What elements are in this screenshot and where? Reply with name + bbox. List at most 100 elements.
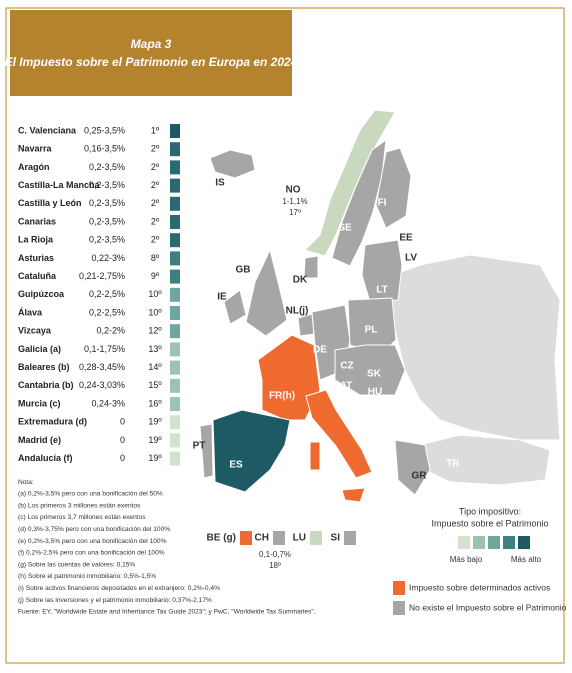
note: (i) Sobre activos financieros depositado…	[18, 585, 220, 592]
great-britain	[245, 248, 288, 337]
map	[199, 109, 561, 503]
rank: 16º	[148, 398, 162, 408]
tax-rate: 0,28-3,45%	[79, 362, 125, 372]
tax-rate: 0	[120, 435, 125, 445]
rank-swatch	[170, 233, 180, 248]
country-label: EE	[399, 233, 413, 244]
region-name: Guipúzcoa	[18, 289, 65, 299]
region-name: Andalucía (f)	[18, 453, 73, 463]
country-label: AT	[340, 381, 353, 392]
country-label: IT(i)	[333, 474, 351, 485]
italy	[305, 389, 373, 479]
rank-swatch	[170, 378, 180, 393]
country-label: DK	[293, 275, 308, 286]
region-name: Asturias	[18, 253, 54, 263]
header-box	[10, 10, 292, 96]
tax-rate: 0,2-3,5%	[89, 198, 125, 208]
note: (c) Los primeros 3,7 millones están exen…	[18, 514, 146, 521]
baltics	[361, 239, 403, 303]
legend-swatch	[393, 601, 405, 615]
rank-swatch	[170, 196, 180, 211]
country-label: ES	[229, 460, 243, 471]
portugal	[199, 423, 214, 479]
rank-swatch	[170, 215, 180, 229]
state-label: SI	[331, 533, 341, 544]
rank: 2º	[151, 235, 160, 245]
legend-label: Impuesto sobre determinados activos	[409, 582, 550, 592]
iceland	[209, 149, 256, 179]
country-label: PL	[365, 325, 378, 336]
state-rate: 0,1-0,7%	[259, 550, 291, 559]
tax-rate: 0,24-3%	[91, 398, 125, 408]
tax-rate: 0	[120, 417, 125, 427]
state-rank: 18º	[269, 561, 281, 570]
turkey	[419, 434, 551, 486]
rank-swatch	[170, 360, 180, 375]
france	[257, 334, 321, 421]
scale-swatch	[488, 536, 500, 549]
region-name: La Rioja	[18, 235, 54, 245]
note: (j) Sobre las inversiones y el patrimoni…	[18, 597, 212, 604]
tax-rate: 0,2-2%	[96, 326, 125, 336]
tax-rate: 0,2-3,5%	[89, 180, 125, 190]
country-label: LT	[376, 285, 387, 296]
country-label: 17º	[289, 208, 301, 217]
region-name: Murcia (c)	[18, 398, 61, 408]
finland	[375, 147, 412, 229]
legend-high: Más alto	[511, 555, 542, 564]
rank-swatch	[170, 433, 180, 448]
country-label: NL(j)	[286, 306, 309, 317]
central-europe	[334, 344, 406, 396]
eastern-europe	[379, 254, 561, 441]
country-label: FI	[378, 198, 387, 209]
state-swatch	[310, 531, 322, 545]
scale-swatch	[518, 536, 530, 549]
country-label: GB	[236, 265, 251, 276]
note: (g) Sobre las cuentas de valores: 0,15%	[18, 561, 135, 568]
region-name: Canarias	[18, 216, 56, 226]
scale-swatch	[473, 536, 485, 549]
legend-swatch	[393, 581, 405, 595]
country-label: 1-1,1%	[282, 197, 307, 206]
country-label: LV	[405, 253, 417, 264]
rank: 19º	[148, 435, 162, 445]
region-name: Baleares (b)	[18, 362, 70, 372]
country-label: NO	[286, 185, 301, 196]
rank: 14º	[148, 362, 162, 372]
tax-rate: 0,24-3,03%	[79, 380, 125, 390]
rank: 15º	[148, 380, 162, 390]
rank: 1º	[151, 125, 160, 135]
country-label: SE	[338, 223, 352, 234]
country-label: PT	[193, 441, 206, 452]
sardinia	[309, 441, 321, 471]
rank-swatch	[170, 415, 180, 430]
legend-low: Más bajo	[450, 555, 483, 564]
rank: 8º	[151, 253, 160, 263]
tax-rate: 0,2-2,5%	[89, 289, 125, 299]
tax-rate: 0	[120, 453, 125, 463]
note: (f) 0,2%-2,5% pero con una bonificación …	[18, 550, 165, 557]
state-swatch	[273, 531, 285, 545]
rank-swatch	[170, 324, 180, 339]
rank: 2º	[151, 144, 160, 154]
legend-label: No existe el Impuesto sobre el Patrimoni…	[409, 602, 567, 612]
region-name: Cantabria (b)	[18, 380, 74, 390]
country-label: IE	[217, 292, 227, 303]
region-name: Vizcaya	[18, 326, 52, 336]
region-name: Aragón	[18, 162, 50, 172]
tax-rate: 0,2-3,5%	[89, 216, 125, 226]
tax-rate: 0,2-3,5%	[89, 235, 125, 245]
region-name: C. Valenciana	[18, 125, 77, 135]
state-label: BE (g)	[207, 533, 236, 544]
region-name: Álava	[18, 307, 43, 317]
scale-swatch	[503, 536, 515, 549]
country-label: GR	[412, 471, 428, 482]
tax-rate: 0,2-3,5%	[89, 162, 125, 172]
region-name: Galicia (a)	[18, 344, 61, 354]
rank: 13º	[148, 344, 162, 354]
spain	[212, 409, 291, 493]
denmark	[303, 255, 319, 279]
tax-rate: 0,22-3%	[91, 253, 125, 263]
norway	[304, 109, 396, 257]
